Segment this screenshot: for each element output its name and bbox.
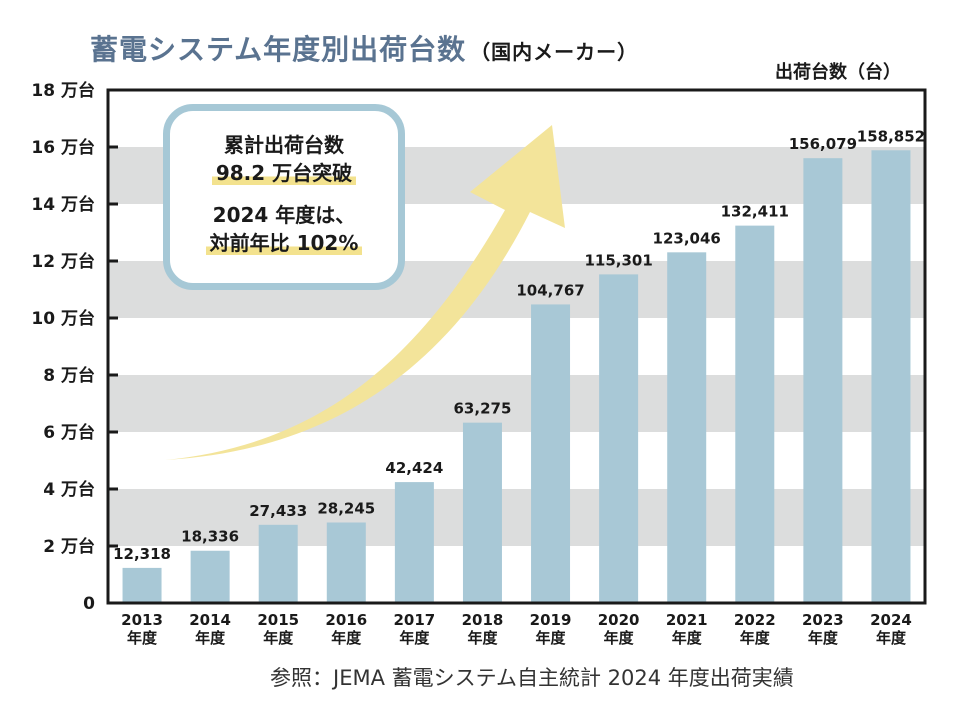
- x-tick-label: 年度: [195, 629, 226, 647]
- x-tick-label: 2015: [257, 611, 299, 629]
- bar: [871, 150, 911, 604]
- x-tick-label: 2023: [802, 611, 844, 629]
- x-tick-label: 2021: [666, 611, 708, 629]
- y-tick-label: 10 万台: [31, 308, 95, 329]
- data-label: 12,318: [113, 545, 171, 563]
- x-tick-label: 2013: [121, 611, 163, 629]
- callout-line-2: 98.2 万台突破: [170, 159, 398, 187]
- data-label: 42,424: [385, 459, 443, 477]
- x-tick-label: 年度: [263, 629, 294, 647]
- x-tick-label: 2014: [189, 611, 231, 629]
- x-tick-label: 2020: [598, 611, 640, 629]
- y-tick-label: 8 万台: [43, 365, 95, 386]
- y-tick-label: 0: [83, 594, 95, 614]
- y-tick-label: 2 万台: [43, 536, 95, 557]
- bar: [258, 524, 298, 603]
- bar: [735, 225, 775, 603]
- data-label: 115,301: [584, 251, 652, 269]
- data-label: 18,336: [181, 528, 239, 546]
- labels: 12,3182013年度18,3362014年度27,4332015年度28,2…: [31, 80, 925, 647]
- bar: [667, 252, 707, 603]
- chart-title-main: 蓄電システム年度別出荷台数: [90, 33, 467, 66]
- x-tick-label: 2019: [530, 611, 572, 629]
- y-tick-label: 4 万台: [43, 479, 95, 500]
- x-tick-label: 年度: [672, 629, 703, 647]
- growth-arrow-layer: [165, 125, 565, 460]
- data-label: 123,046: [653, 229, 721, 247]
- growth-arrow: [165, 125, 565, 460]
- x-tick-label: 年度: [399, 629, 430, 647]
- axis-ticks: [108, 145, 118, 548]
- chart-subtitle: （国内メーカー）: [470, 40, 639, 64]
- data-label: 28,245: [317, 500, 375, 518]
- y-tick-label: 12 万台: [31, 251, 95, 272]
- data-label: 27,433: [249, 502, 307, 520]
- x-tick-label: 年度: [536, 629, 567, 647]
- data-label: 132,411: [721, 203, 789, 221]
- callout-line-1: 累計出荷台数: [224, 133, 344, 157]
- bar: [803, 158, 843, 603]
- plot-frame: [106, 88, 927, 605]
- data-label: 104,767: [516, 281, 584, 299]
- bar: [531, 304, 571, 603]
- x-tick-label: 年度: [467, 629, 498, 647]
- chart-title: 蓄電システム年度別出荷台数 （国内メーカー）: [90, 28, 638, 68]
- x-tick-label: 年度: [740, 629, 771, 647]
- bar: [462, 422, 502, 603]
- bar: [599, 274, 639, 603]
- x-tick-label: 2024: [870, 611, 912, 629]
- bar: [326, 522, 366, 603]
- x-tick-label: 年度: [808, 629, 839, 647]
- bar: [394, 482, 434, 603]
- x-tick-label: 2018: [462, 611, 504, 629]
- x-tick-label: 年度: [331, 629, 362, 647]
- x-tick-label: 年度: [604, 629, 635, 647]
- y-tick-label: 18 万台: [31, 80, 95, 101]
- data-label: 158,852: [857, 127, 925, 145]
- grid-band: [108, 489, 925, 546]
- x-tick-label: 2016: [325, 611, 367, 629]
- y-tick-label: 6 万台: [43, 422, 95, 443]
- y-tick-label: 16 万台: [31, 137, 95, 158]
- callout-box: 累計出荷台数 98.2 万台突破 2024 年度は、 対前年比 102%: [163, 104, 405, 290]
- unit-label: 出荷台数（台）: [775, 62, 901, 83]
- callout-line-4: 対前年比 102%: [170, 229, 398, 257]
- callout-line-3: 2024 年度は、: [212, 203, 356, 227]
- x-tick-label: 2017: [394, 611, 436, 629]
- data-label: 63,275: [454, 400, 512, 418]
- data-label: 156,079: [789, 135, 857, 153]
- bar: [190, 550, 230, 603]
- x-tick-label: 年度: [127, 629, 158, 647]
- grid-band: [108, 375, 925, 432]
- bars: [122, 150, 911, 604]
- bar: [122, 567, 162, 603]
- x-tick-label: 2022: [734, 611, 776, 629]
- y-tick-label: 14 万台: [31, 194, 95, 215]
- x-tick-label: 年度: [876, 629, 907, 647]
- source-note: 参照：JEMA 蓄電システム自主統計 2024 年度出荷実績: [270, 666, 794, 690]
